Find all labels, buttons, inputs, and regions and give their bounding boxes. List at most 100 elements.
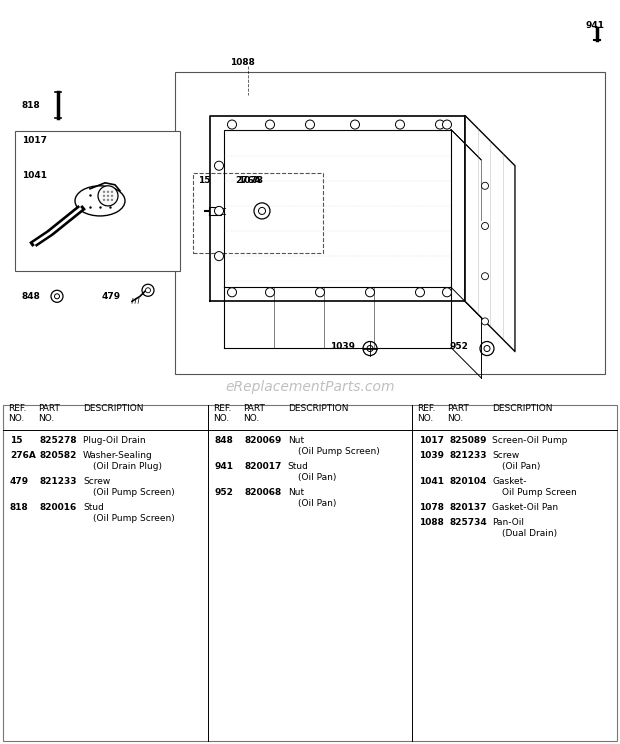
Circle shape	[107, 199, 109, 201]
Text: 952: 952	[450, 342, 469, 351]
Circle shape	[103, 195, 105, 197]
Text: 848: 848	[215, 436, 234, 445]
Circle shape	[142, 284, 154, 296]
Text: 479: 479	[10, 477, 29, 486]
Circle shape	[363, 341, 377, 356]
Circle shape	[228, 120, 236, 129]
Text: 1039: 1039	[419, 451, 445, 460]
Text: REF.: REF.	[417, 404, 436, 413]
Text: 1041: 1041	[419, 477, 445, 486]
Text: Oil Pump Screen: Oil Pump Screen	[502, 488, 577, 497]
Circle shape	[146, 288, 151, 293]
Text: Plug-Oil Drain: Plug-Oil Drain	[83, 436, 146, 445]
Circle shape	[350, 120, 360, 129]
Circle shape	[482, 273, 489, 280]
Circle shape	[443, 288, 451, 297]
Text: (Oil Pump Screen): (Oil Pump Screen)	[93, 488, 175, 497]
Circle shape	[366, 288, 374, 297]
Text: 825278: 825278	[40, 436, 78, 445]
Text: 276A: 276A	[235, 176, 261, 185]
Text: Screw: Screw	[83, 477, 110, 486]
Text: 941: 941	[585, 21, 604, 30]
Text: 952: 952	[215, 488, 234, 497]
Bar	[175, 72, 605, 373]
Text: (Oil Pump Screen): (Oil Pump Screen)	[93, 514, 175, 523]
Circle shape	[215, 206, 223, 216]
Text: 1017: 1017	[419, 436, 445, 445]
Text: 1039: 1039	[330, 342, 355, 351]
Circle shape	[103, 199, 105, 201]
Text: NO.: NO.	[417, 414, 433, 423]
Text: REF.: REF.	[8, 404, 27, 413]
Circle shape	[103, 190, 105, 193]
Circle shape	[111, 195, 113, 197]
Circle shape	[265, 120, 275, 129]
Text: (Oil Pan): (Oil Pan)	[298, 472, 336, 482]
Text: Screw: Screw	[492, 451, 520, 460]
Circle shape	[396, 120, 404, 129]
Text: 848: 848	[22, 292, 41, 301]
Circle shape	[316, 288, 324, 297]
Text: 820068: 820068	[245, 488, 282, 497]
Circle shape	[111, 190, 113, 193]
Text: NO.: NO.	[213, 414, 229, 423]
Text: NO.: NO.	[38, 414, 55, 423]
Text: 941: 941	[215, 462, 234, 471]
Text: 818: 818	[10, 503, 29, 512]
Text: NO.: NO.	[8, 414, 24, 423]
Text: Screen-Oil Pump: Screen-Oil Pump	[492, 436, 568, 445]
Circle shape	[265, 288, 275, 297]
Text: 820137: 820137	[450, 503, 487, 512]
Text: Gasket-Oil Pan: Gasket-Oil Pan	[492, 503, 559, 512]
Ellipse shape	[75, 186, 125, 216]
Text: 820582: 820582	[40, 451, 78, 460]
Circle shape	[482, 182, 489, 189]
Circle shape	[111, 199, 113, 201]
Text: REF.: REF.	[213, 404, 231, 413]
Text: 821233: 821233	[450, 451, 487, 460]
Circle shape	[51, 290, 63, 302]
Text: PART: PART	[242, 404, 265, 413]
Text: 15: 15	[198, 176, 211, 185]
Text: NO.: NO.	[448, 414, 464, 423]
Bar	[193, 173, 323, 253]
Text: Pan-Oil: Pan-Oil	[492, 518, 525, 527]
Circle shape	[98, 186, 118, 206]
Text: 15: 15	[10, 436, 22, 445]
Circle shape	[215, 161, 223, 170]
Text: 820104: 820104	[450, 477, 487, 486]
Circle shape	[480, 341, 494, 356]
Circle shape	[443, 120, 451, 129]
Text: Nut: Nut	[288, 488, 304, 497]
Circle shape	[484, 345, 490, 352]
Circle shape	[306, 120, 314, 129]
Text: 825734: 825734	[450, 518, 487, 527]
Circle shape	[215, 251, 223, 260]
Circle shape	[482, 318, 489, 325]
Circle shape	[107, 195, 109, 197]
Text: DESCRIPTION: DESCRIPTION	[83, 404, 143, 413]
Text: Gasket-: Gasket-	[492, 477, 527, 486]
Text: 818: 818	[22, 101, 41, 110]
Text: 1041: 1041	[22, 171, 47, 180]
Text: PART: PART	[448, 404, 469, 413]
Text: 820016: 820016	[40, 503, 78, 512]
Text: 821233: 821233	[40, 477, 78, 486]
Circle shape	[107, 190, 109, 193]
Text: (Oil Pan): (Oil Pan)	[502, 462, 541, 471]
Text: 1078: 1078	[419, 503, 445, 512]
Text: 820069: 820069	[245, 436, 282, 445]
Text: (Oil Drain Plug): (Oil Drain Plug)	[93, 462, 162, 471]
Text: Stud: Stud	[288, 462, 309, 471]
Text: 1078: 1078	[238, 176, 263, 185]
Circle shape	[55, 294, 60, 299]
Circle shape	[254, 203, 270, 219]
Text: DESCRIPTION: DESCRIPTION	[288, 404, 348, 413]
Circle shape	[435, 120, 445, 129]
Circle shape	[367, 345, 373, 352]
Text: 1088: 1088	[230, 58, 255, 67]
Text: 1088: 1088	[419, 518, 444, 527]
Bar	[15, 131, 180, 271]
Text: 820017: 820017	[245, 462, 282, 471]
Circle shape	[259, 208, 265, 214]
